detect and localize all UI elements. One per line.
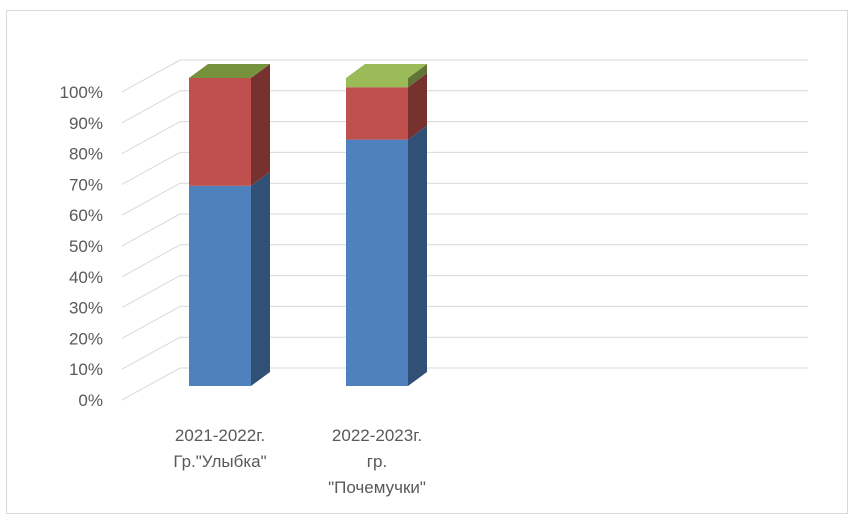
gridline-diagonal: [122, 214, 180, 246]
gridline-diagonal: [122, 368, 180, 400]
bar-segment-front: [346, 87, 408, 139]
category-label: гр.: [367, 452, 387, 471]
category-label: "Почемучки": [328, 478, 426, 497]
y-tick-label: 70%: [69, 175, 103, 194]
bar-segment-front: [346, 140, 408, 386]
y-tick-label: 100%: [60, 83, 103, 102]
gridline-diagonal: [122, 60, 180, 92]
bar-segment-side: [408, 126, 427, 386]
y-tick-label: 90%: [69, 114, 103, 133]
y-tick-label: 20%: [69, 329, 103, 348]
gridline-diagonal: [122, 337, 180, 369]
gridline-diagonal: [122, 183, 180, 215]
gridline-diagonal: [122, 245, 180, 277]
y-tick-label: 10%: [69, 360, 103, 379]
gridline-diagonal: [122, 122, 180, 154]
category-label: Гр."Улыбка": [173, 452, 266, 471]
y-tick-label: 80%: [69, 145, 103, 164]
y-tick-label: 40%: [69, 268, 103, 287]
gridline-diagonal: [122, 276, 180, 308]
y-tick-label: 60%: [69, 206, 103, 225]
bar-segment-side: [251, 172, 270, 386]
gridline-diagonal: [122, 306, 180, 338]
y-tick-label: 50%: [69, 237, 103, 256]
category-label: 2022-2023г.: [332, 426, 422, 445]
bar-segment-front: [189, 186, 251, 386]
bar-segment-side: [251, 64, 270, 186]
y-tick-label: 30%: [69, 299, 103, 318]
category-label: 2021-2022г.: [175, 426, 265, 445]
gridline-diagonal: [122, 91, 180, 123]
bar-segment-front: [189, 78, 251, 186]
gridline-diagonal: [122, 152, 180, 184]
y-tick-label: 0%: [78, 391, 103, 410]
bar-segment-front: [346, 78, 408, 87]
